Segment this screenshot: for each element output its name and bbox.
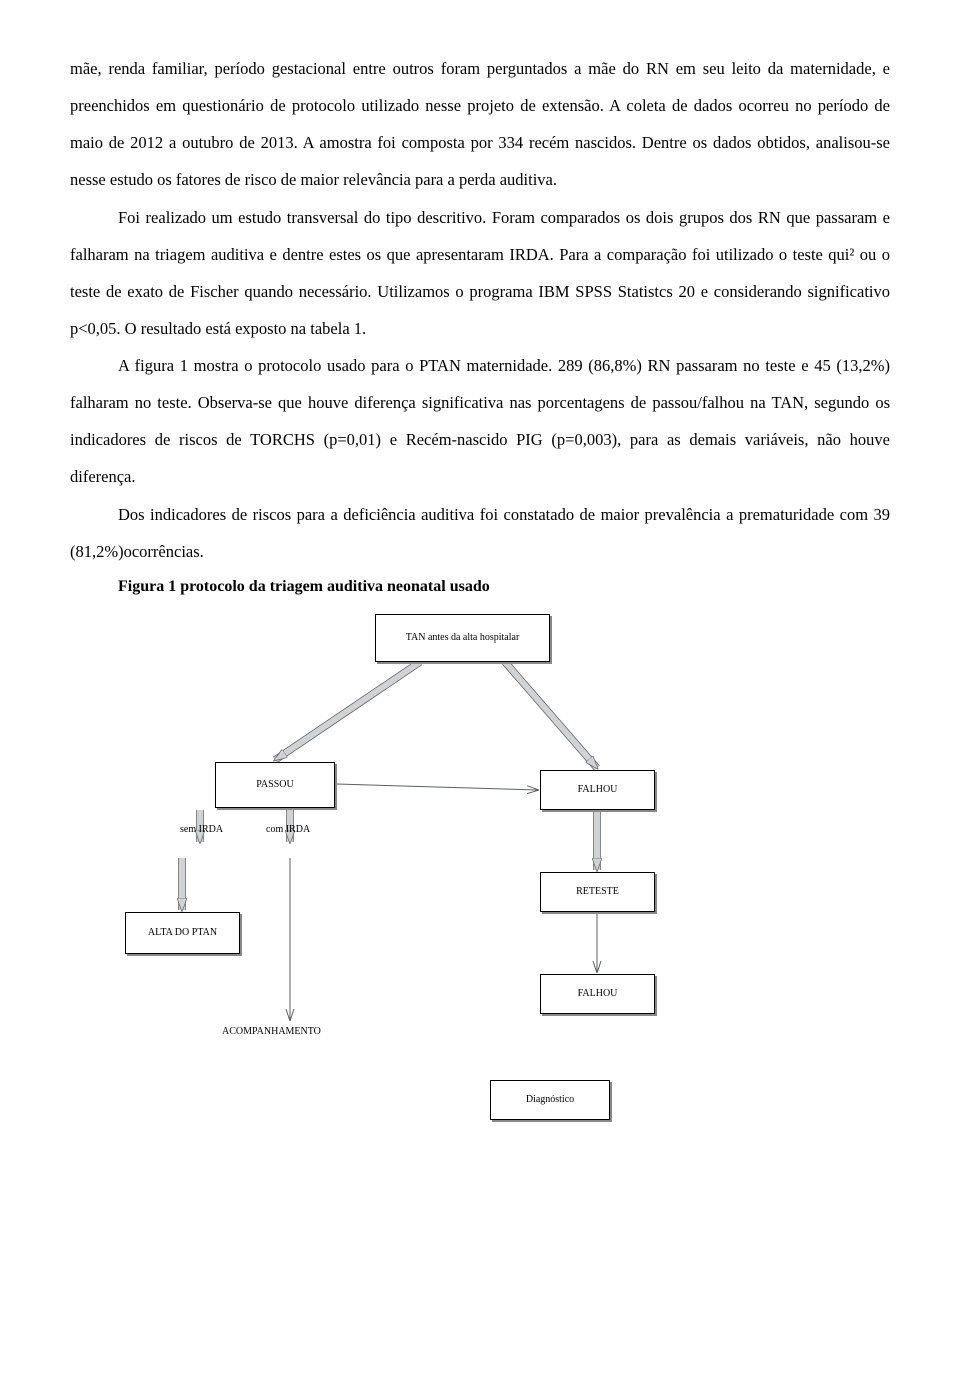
flowchart-node-reteste: RETESTE <box>540 872 655 912</box>
flowchart-label-comIrda: com IRDA <box>266 824 310 836</box>
flowchart-label-acomp: ACOMPANHAMENTO <box>222 1026 321 1038</box>
flowchart-node-alta: ALTA DO PTAN <box>125 912 240 954</box>
flowchart-edge-1 <box>505 662 597 768</box>
flowchart-edge-0 <box>275 662 420 760</box>
flowchart-node-falhou1: FALHOU <box>540 770 655 810</box>
flowchart-edge-2 <box>337 784 538 790</box>
paragraph-1: mãe, renda familiar, período gestacional… <box>70 50 890 199</box>
flowchart-edges <box>70 614 890 1124</box>
flowchart-node-diag: Diagnóstico <box>490 1080 610 1120</box>
flowchart-diagram: TAN antes da alta hospitalar PASSOU FALHOU… <box>70 614 890 1124</box>
paragraph-4: Dos indicadores de riscos para a deficiê… <box>70 496 890 570</box>
paragraph-2: Foi realizado um estudo transversal do t… <box>70 199 890 348</box>
flowchart-node-falhou2: FALHOU <box>540 974 655 1014</box>
flowchart-node-tan: TAN antes da alta hospitalar <box>375 614 550 662</box>
flowchart-node-passou: PASSOU <box>215 762 335 808</box>
flowchart-label-semIrda: sem IRDA <box>180 824 223 836</box>
paragraph-3: A figura 1 mostra o protocolo usado para… <box>70 347 890 496</box>
figure-caption: Figura 1 protocolo da triagem auditiva n… <box>70 576 890 598</box>
